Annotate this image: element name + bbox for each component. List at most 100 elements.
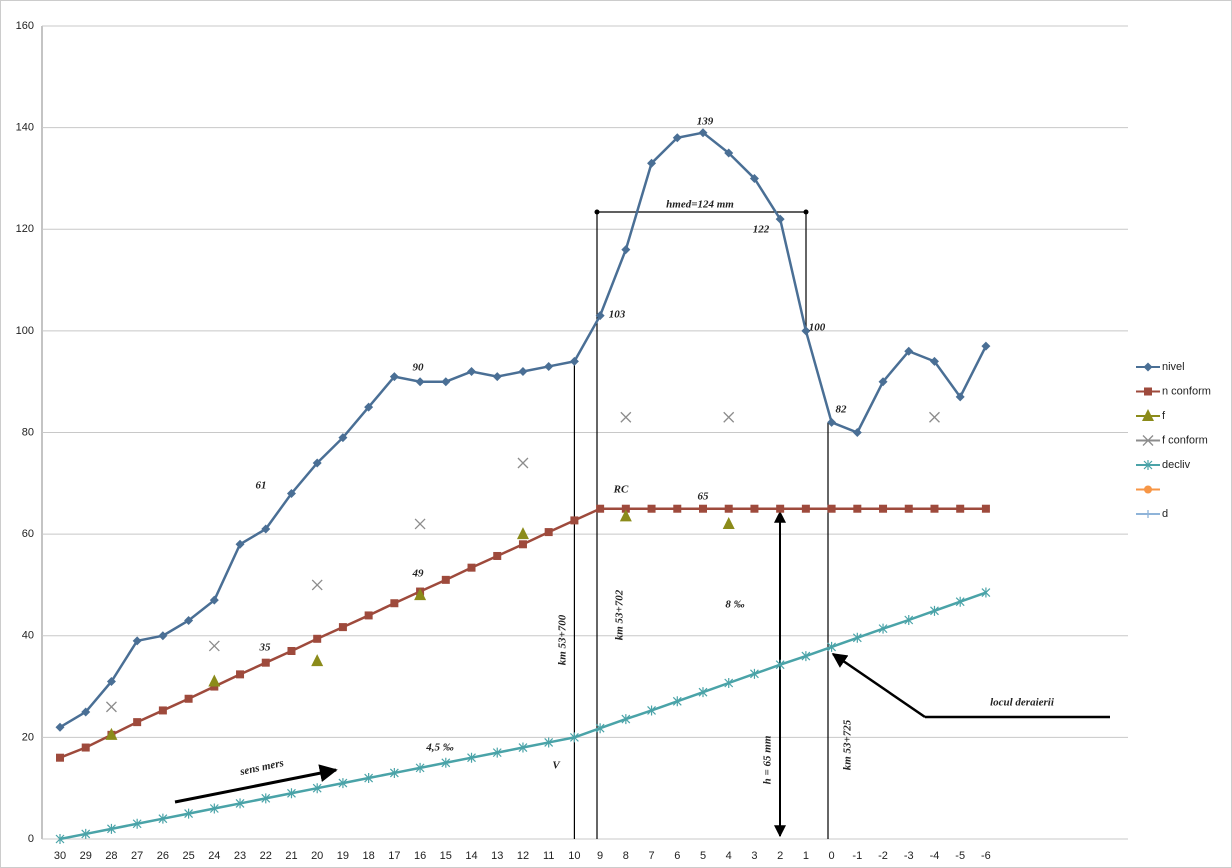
point <box>56 753 64 762</box>
y-tick-label: 40 <box>22 630 34 642</box>
annotation: 35 <box>259 642 272 654</box>
point <box>596 504 605 513</box>
x-tick-label: -6 <box>981 850 991 862</box>
point <box>801 651 811 662</box>
point <box>518 742 528 753</box>
annotation: 90 <box>413 362 425 374</box>
point <box>364 773 374 784</box>
point <box>441 757 451 768</box>
legend-marker <box>1142 435 1154 446</box>
point <box>313 634 322 643</box>
legend-marker <box>1144 510 1152 518</box>
legend-marker <box>1144 387 1152 396</box>
point <box>184 808 194 819</box>
point <box>929 356 939 366</box>
point <box>261 524 271 534</box>
point <box>981 341 991 351</box>
point <box>570 516 579 525</box>
point <box>517 457 529 469</box>
x-tick-label: 20 <box>311 850 323 862</box>
point <box>311 654 324 667</box>
point <box>827 417 837 427</box>
point <box>286 488 296 498</box>
x-tick-label: 10 <box>568 850 580 862</box>
point <box>261 793 271 804</box>
point <box>287 788 296 799</box>
point <box>389 372 399 382</box>
point <box>389 767 399 778</box>
x-tick-label: 28 <box>105 850 117 862</box>
point <box>518 540 527 549</box>
point <box>621 504 630 513</box>
x-tick-label: 21 <box>285 850 297 862</box>
x-tick-label: -1 <box>852 850 862 862</box>
point <box>827 504 836 513</box>
point <box>493 551 502 560</box>
point <box>516 527 529 540</box>
point <box>210 682 219 691</box>
annotation: 82 <box>836 404 848 416</box>
point <box>699 504 707 513</box>
point <box>81 743 90 752</box>
point <box>775 659 785 670</box>
annotation: 122 <box>753 224 770 236</box>
point <box>415 377 425 387</box>
point <box>955 392 965 402</box>
point <box>544 361 554 371</box>
legend-marker <box>1143 460 1153 470</box>
point <box>878 377 888 387</box>
point <box>672 133 682 143</box>
x-tick-label: 29 <box>80 850 92 862</box>
x-tick-label: 18 <box>363 850 375 862</box>
x-tick-label: 3 <box>751 850 757 862</box>
annotation: 4,5 ‰ <box>425 742 454 754</box>
annotation: 61 <box>256 480 267 492</box>
point <box>208 640 220 652</box>
x-tick-label: 22 <box>260 850 272 862</box>
point <box>801 504 810 513</box>
y-tick-label: 160 <box>16 20 34 32</box>
x-tick-label: 8 <box>623 850 629 862</box>
point <box>132 636 142 646</box>
point <box>158 706 167 715</box>
y-tick-label: 140 <box>16 122 34 134</box>
point <box>55 722 65 732</box>
x-tick-label: 16 <box>414 850 426 862</box>
point <box>492 747 502 758</box>
legend-label: f conform <box>1162 434 1208 446</box>
annotation: 103 <box>609 309 626 321</box>
point <box>929 411 940 423</box>
annotation: V <box>552 760 561 772</box>
point <box>955 596 965 607</box>
point <box>209 803 219 814</box>
point <box>544 737 554 748</box>
point <box>722 516 735 529</box>
point <box>209 595 219 605</box>
point <box>621 714 631 725</box>
point <box>492 372 502 382</box>
legend-marker <box>1143 362 1153 372</box>
point <box>750 668 759 679</box>
point <box>569 356 579 366</box>
point <box>287 646 296 655</box>
x-tick-label: 13 <box>491 850 503 862</box>
point <box>827 641 837 652</box>
point <box>312 458 322 468</box>
point <box>672 696 682 707</box>
x-tick-label: 4 <box>726 850 732 862</box>
point <box>775 214 785 224</box>
point <box>261 658 270 667</box>
point <box>852 632 862 643</box>
y-tick-label: 120 <box>16 223 34 235</box>
point <box>467 752 476 763</box>
annotation: 139 <box>697 116 714 128</box>
point <box>619 509 632 522</box>
x-tick-label: -4 <box>930 850 940 862</box>
x-tick-label: 17 <box>388 850 400 862</box>
y-tick-label: 0 <box>28 833 34 845</box>
point <box>853 504 862 513</box>
point <box>133 718 142 727</box>
annotation: km 53+700 <box>557 614 569 665</box>
annotation: 8 ‰ <box>725 599 744 611</box>
